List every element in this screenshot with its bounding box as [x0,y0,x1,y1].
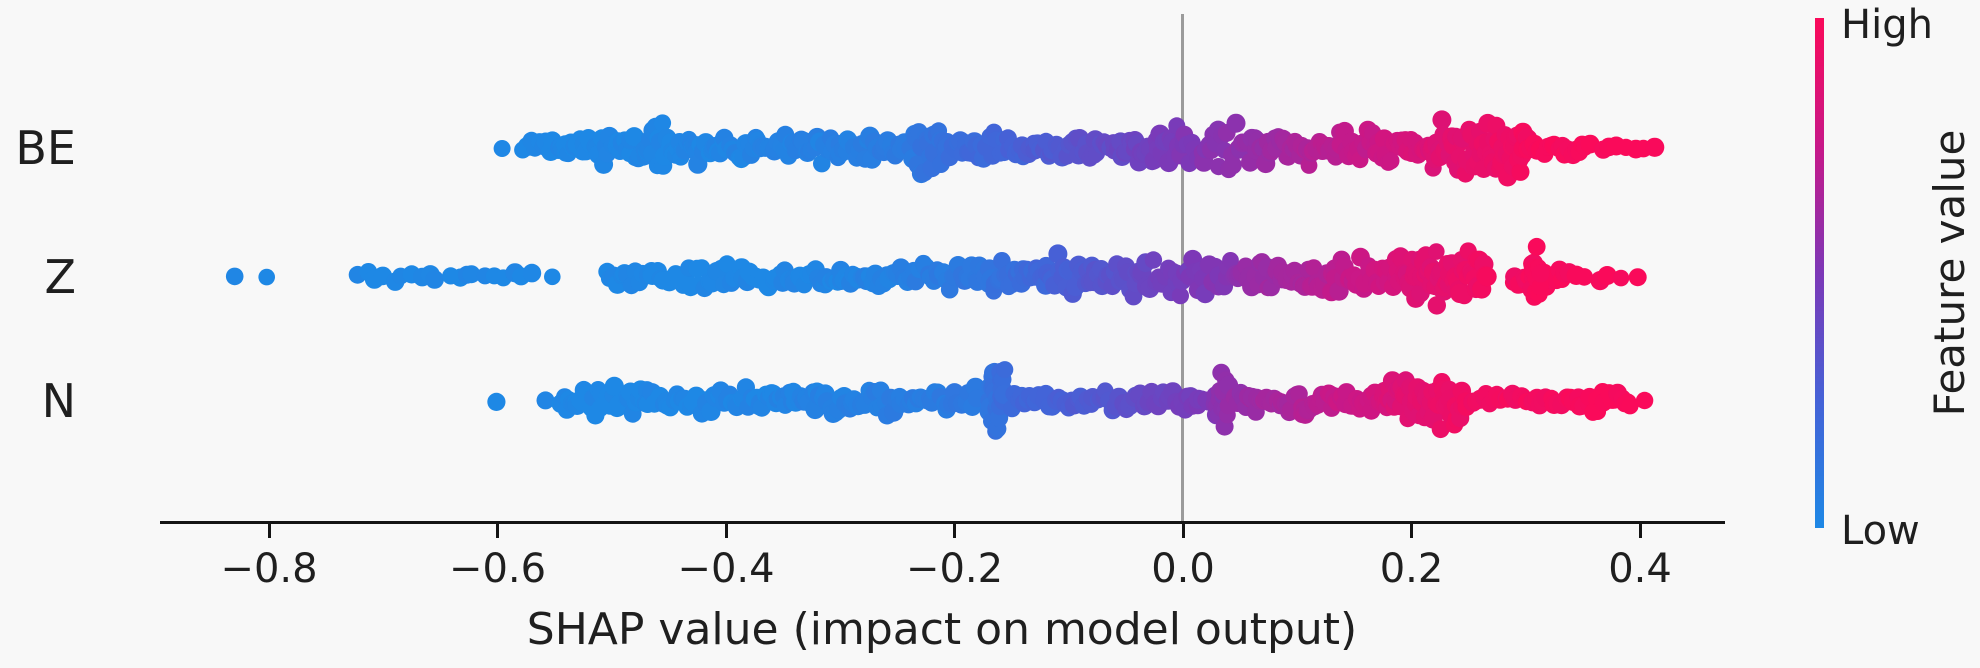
x-axis-title: SHAP value (impact on model output) [526,604,1358,655]
x-tick-mark [953,524,956,538]
x-tick-label: 0.4 [1608,546,1672,592]
x-tick-label: −0.4 [677,546,775,592]
colorbar-low-label: Low [1841,508,1920,554]
x-tick-label: −0.8 [220,546,318,592]
x-tick-mark [1181,524,1185,538]
x-tick-mark [1638,524,1642,538]
beeswarm-row-BE [493,110,1665,187]
colorbar-title: Feature value [1925,129,1974,417]
x-axis-line [160,521,1725,524]
x-tick-label: 0.0 [1151,546,1215,592]
colorbar-high-label: High [1841,2,1933,48]
y-axis-label-Z: Z [44,250,76,304]
y-axis-label-N: N [41,374,76,428]
x-tick-mark [496,524,499,538]
beeswarm-row-N [487,361,1654,440]
x-tick-label: −0.2 [905,546,1004,592]
x-tick-mark [1410,524,1413,538]
x-tick-label: −0.6 [448,546,547,592]
feature-value-colorbar [1815,18,1824,528]
x-tick-mark [724,524,728,538]
y-axis-label-BE: BE [15,121,76,175]
x-tick-label: 0.2 [1379,546,1444,592]
x-tick-mark [267,524,271,538]
beeswarm-row-Z [225,237,1647,315]
